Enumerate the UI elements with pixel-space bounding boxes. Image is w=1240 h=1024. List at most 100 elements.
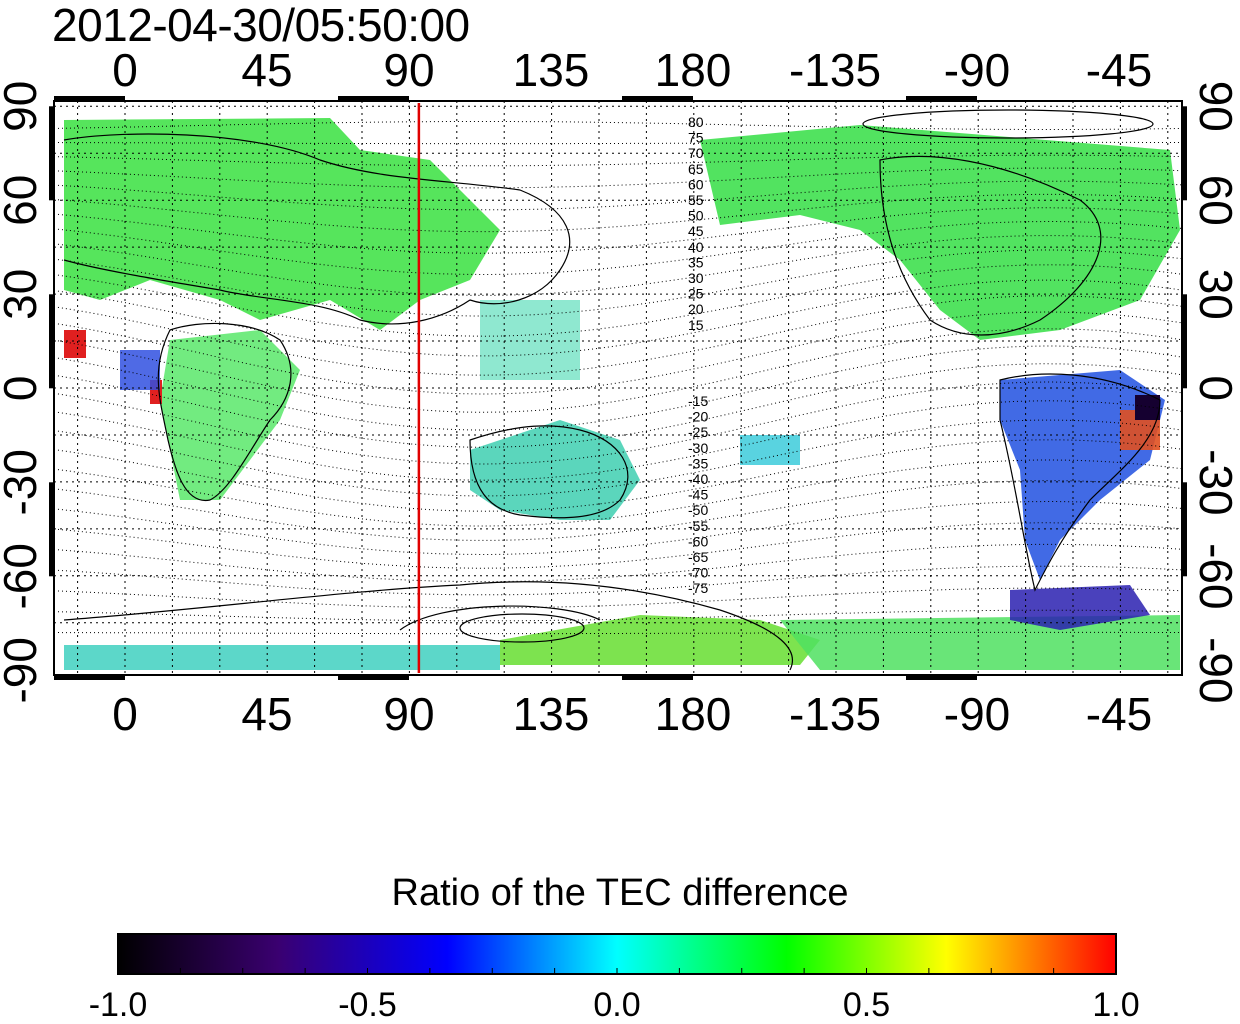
magnetic-latitude-contours [54,121,1182,635]
lat-label-right: -30 [1190,449,1240,515]
contour-line [54,381,1182,465]
frame-bar-left [49,482,54,577]
contour-label: -35 [688,455,708,471]
contour-label: 30 [688,270,704,286]
lat-label-left: 60 [0,175,46,226]
lon-label-bottom: 0 [112,688,138,740]
antarctic-oval [459,613,585,643]
lat-lon-grid [54,101,1182,675]
lon-label-top: 135 [513,44,590,96]
contour-line [54,565,1182,596]
contour-label: -50 [688,502,708,518]
lon-label-bottom: -135 [789,688,881,740]
contour-line [54,167,1182,189]
contour-label: -55 [688,518,708,534]
contour-line [54,543,1182,583]
tec-patch-europe-asia [64,118,500,330]
lon-labels-top: 0 45 90 135 180 -135 -90 -45 [112,44,1152,96]
lon-label-top: 45 [241,44,292,96]
tec-patch-pacific [740,435,800,465]
tec-patch-antarctica-south [64,645,500,670]
colorbar-tick-label: 1.0 [1092,986,1139,1024]
contour-line [54,587,1182,609]
contour-label: -40 [688,471,708,487]
lat-label-left: 0 [0,376,46,402]
lon-label-bottom: 90 [383,688,434,740]
contour-label: 80 [688,114,704,130]
lon-label-top: 0 [112,44,138,96]
tec-patch-southamerica-south [1010,585,1150,630]
lon-label-top: 90 [383,44,434,96]
contour-label: -75 [688,580,708,596]
contour-label: 75 [688,130,704,146]
frame-bar-left [49,106,54,201]
colorbar-tick-label: -0.5 [338,986,397,1024]
lat-label-right: 60 [1190,175,1240,226]
tec-patch-antarctica-west [780,615,1180,670]
lon-label-top: -45 [1086,44,1152,96]
contour-label: -15 [688,393,708,409]
tec-patch-antarctica-east [500,615,820,665]
contour-label: 40 [688,239,704,255]
contour-label: 55 [688,192,704,208]
contour-line [54,522,1182,569]
lat-labels-left: 90 60 30 0 -30 -60 -90 [0,81,46,704]
lon-label-bottom: -45 [1086,688,1152,740]
lon-label-bottom: 135 [513,688,590,740]
tec-patch-red-westafrica [64,330,86,358]
contour-label: 15 [688,317,704,333]
colorbar-tick-labels: -1.0 -0.5 0.0 0.5 1.0 [89,986,1140,1024]
lon-label-top: -135 [789,44,881,96]
lat-label-right: -60 [1190,543,1240,609]
contour-line [54,459,1182,527]
frame-bar-right [1182,294,1187,389]
frame-bar-bottom [622,675,693,680]
lat-label-left: -90 [0,637,46,703]
frame-bar-top [906,96,977,101]
contour-label: 20 [688,301,704,317]
contour-line [54,311,1182,395]
contour-label: 60 [688,176,704,192]
contour-line [54,180,1182,211]
contour-line [54,609,1182,622]
lat-label-left: 30 [0,269,46,320]
contour-label: -65 [688,549,708,565]
colorbar-minor-ticks [179,968,1055,974]
lat-labels-right: 90 60 30 0 -30 -60 -90 [1190,81,1240,704]
frame-bar-bottom [54,675,125,680]
colorbar-tick-label: 0.5 [843,986,890,1024]
lon-label-bottom: 45 [241,688,292,740]
colorbar-tick-label: -1.0 [89,986,148,1024]
contour-line [54,154,1182,167]
contour-line [54,631,1182,635]
lat-label-right: 0 [1190,376,1240,402]
lat-label-left: -60 [0,543,46,609]
frame-bar-top [54,96,125,101]
tec-patch-northamerica [700,125,1180,340]
contour-line [54,249,1182,317]
tec-patch-asia-se [480,300,580,380]
frame-bars [49,96,1187,680]
lat-label-right: -90 [1190,637,1240,703]
contour-label: -30 [688,440,708,456]
tec-patch-africa [160,330,300,500]
contour-label: -60 [688,533,708,549]
contour-line [54,141,1182,145]
contour-line [54,363,1182,448]
contour-label: -25 [688,424,708,440]
tec-patch-dark-brazil [1135,395,1160,420]
frame-bar-bottom [906,675,977,680]
contour-line [54,328,1182,413]
arctic-oval [862,109,1154,139]
frame-bar-left [49,294,54,389]
contour-label: 70 [688,145,704,161]
lon-label-bottom: -90 [944,688,1010,740]
contour-label: 65 [688,161,704,177]
frame-bar-right [1182,482,1187,577]
contour-label: -45 [688,487,708,503]
colorbar [117,933,1117,975]
colorbar-tick-label: 0.0 [593,986,640,1024]
lat-label-right: 90 [1190,81,1240,132]
